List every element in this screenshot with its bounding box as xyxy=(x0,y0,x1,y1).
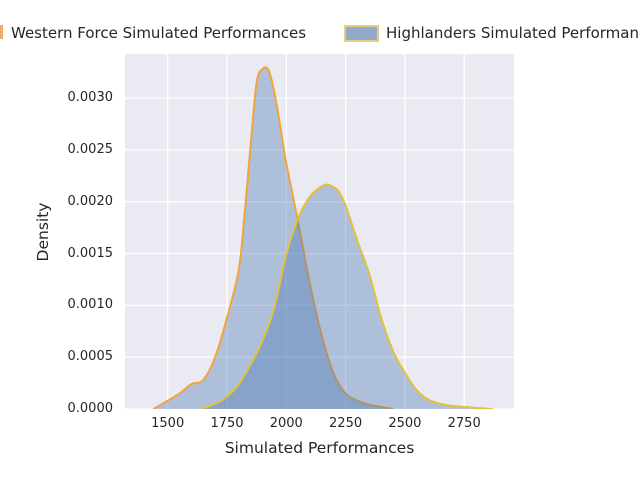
x-tick-label: 2250 xyxy=(329,416,363,431)
y-tick-label: 0.0030 xyxy=(67,90,114,106)
legend-swatch-western-force-clipped xyxy=(0,25,3,39)
kde-line-highlanders xyxy=(200,183,493,409)
y-tick-label: 0.0015 xyxy=(67,245,114,261)
kde-fill-western-force xyxy=(153,67,393,409)
y-tick-label: 0.0010 xyxy=(67,297,114,313)
legend-label-western-force: Western Force Simulated Performances xyxy=(11,24,307,42)
legend-label-highlanders: Highlanders Simulated Performances xyxy=(386,24,640,42)
y-axis-label: Density xyxy=(34,202,52,262)
x-axis-label: Simulated Performances xyxy=(224,439,415,457)
kde-chart xyxy=(125,54,514,409)
x-tick-label: 1750 xyxy=(210,416,244,431)
y-tick-label: 0.0025 xyxy=(67,141,114,157)
kde-fill-highlanders xyxy=(200,184,493,409)
x-tick-label: 2750 xyxy=(447,416,481,431)
y-tick-label: 0.0000 xyxy=(67,401,114,416)
x-tick-label: 2500 xyxy=(388,416,422,431)
plot-area xyxy=(125,54,514,409)
kde-line-western-force xyxy=(152,66,394,409)
x-tick-label: 2000 xyxy=(269,416,303,431)
y-tick-label: 0.0020 xyxy=(67,193,114,209)
x-tick-label: 1500 xyxy=(151,416,185,431)
y-tick-label: 0.0005 xyxy=(67,349,114,365)
legend-swatch-highlanders xyxy=(344,25,379,42)
